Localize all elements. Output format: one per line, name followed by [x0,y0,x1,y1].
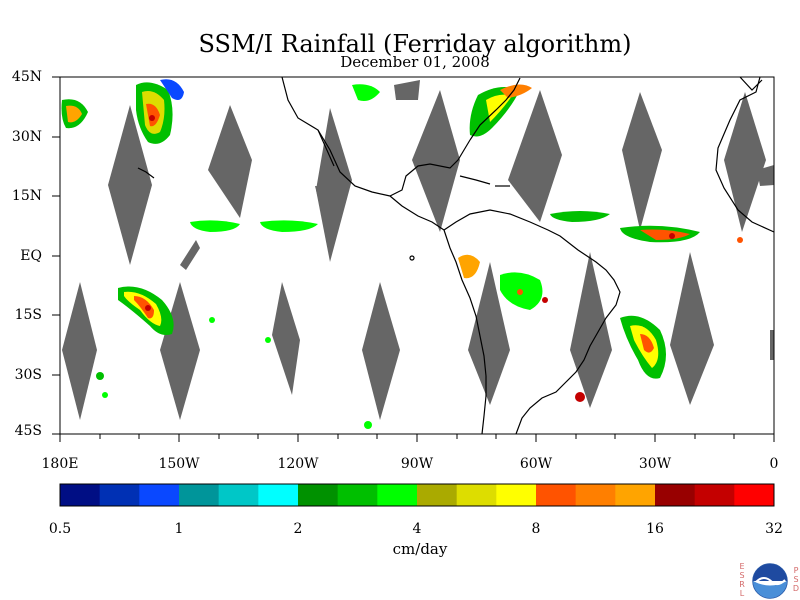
gap-patch [315,186,345,200]
gap-diamond [208,105,252,218]
lon-label: 90W [400,456,434,472]
colorbar-swatch [139,484,180,506]
colorbar-swatch [456,484,497,506]
logo-letter: S [739,571,745,580]
colorbar-swatch [694,484,735,506]
map-title: SSM/I Rainfall (Ferriday algorithm) [198,30,632,58]
rainfall-patches [61,79,743,429]
lat-label: 15N [11,188,42,204]
gap-diamond [62,282,97,420]
logo-letter: E [739,562,745,571]
logo-letter: R [739,580,745,589]
colorbar-swatch [575,484,616,506]
gap-patch [770,330,774,360]
colorbar-tick-label: 2 [293,521,303,537]
noaa-emblem-icon [752,563,788,599]
colorbar-swatch [615,484,656,506]
lon-label: 120W [277,456,319,472]
lon-label: 180E [41,456,79,472]
logo-letter: P [793,566,799,575]
lat-label: 15S [14,307,42,323]
logo-letter: S [793,575,799,584]
coastlines [137,76,775,435]
colorbar-tick-label: 8 [531,521,541,537]
lat-label: 30N [11,129,42,145]
axis-ticks [52,76,775,442]
colorbar-swatch [734,484,775,506]
gap-diamond [362,282,400,420]
gap-diamond [272,282,300,395]
colorbar-tick-label: 1 [174,521,184,537]
colorbar-swatch [99,484,140,506]
lat-label: 45S [14,423,42,439]
colorbar [60,484,775,506]
colorbar-swatch [179,484,220,506]
colorbar-swatch [337,484,378,506]
lon-label: 60W [519,456,553,472]
gap-diamond [468,262,510,405]
gap-diamond [670,252,714,405]
colorbar-swatch [496,484,537,506]
lat-label: 30S [14,367,42,383]
colorbar-tick-label: 16 [646,521,664,537]
colorbar-swatch [258,484,299,506]
gap-diamond [622,92,662,230]
colorbar-tick-label: 4 [412,521,422,537]
logo-letter: D [792,584,800,593]
colorbar-tick-label: 0.5 [48,521,72,537]
colorbar-units: cm/day [392,540,448,558]
map-date: December 01, 2008 [340,53,490,71]
gap-sliver [180,240,200,270]
colorbar-swatch [60,484,101,506]
colorbar-swatch [655,484,696,506]
colorbar-swatch [536,484,577,506]
logo-letter: L [739,589,745,598]
colorbar-frame [59,483,775,507]
colorbar-swatch [377,484,418,506]
colorbar-swatch [417,484,458,506]
gap-diamond [570,252,612,408]
gap-patch [757,165,774,186]
lat-label: 45N [11,69,42,85]
lat-label: EQ [20,248,42,264]
noaa-logo: E S R L P S D [738,560,800,600]
lon-label: 150W [158,456,200,472]
colorbar-swatch [218,484,259,506]
colorbar-swatch [298,484,339,506]
gap-diamond [724,92,766,232]
gap-diamond [108,105,152,265]
gap-patch [394,80,420,100]
colorbar-tick-label: 32 [765,521,783,537]
gap-diamond [508,90,562,222]
lon-label: 30W [638,456,672,472]
gap-diamond [412,90,460,232]
lon-label: 0 [769,456,779,472]
